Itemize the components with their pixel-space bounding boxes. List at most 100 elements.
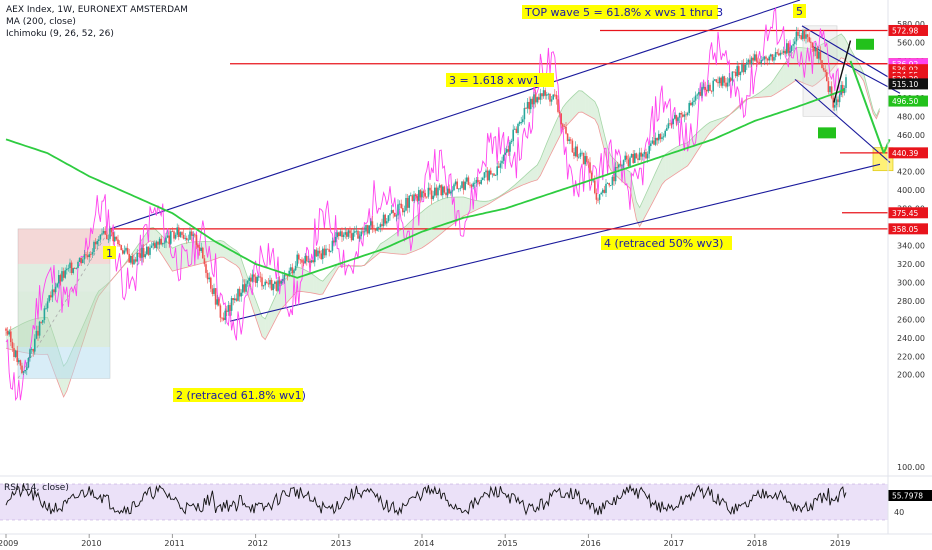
- cloud-segment: [841, 33, 845, 59]
- candle-body: [288, 270, 290, 277]
- candle-body: [216, 299, 218, 305]
- cloud-segment: [598, 108, 602, 138]
- candle-body: [21, 365, 23, 373]
- cloud-segment: [262, 316, 266, 340]
- candle-body: [491, 173, 494, 175]
- candle-body: [645, 152, 647, 159]
- candle-body: [752, 57, 754, 61]
- candle-body: [211, 288, 214, 294]
- svg-text:TOP wave 5 = 61.8% x wvs 1 thr: TOP wave 5 = 61.8% x wvs 1 thru 3: [524, 6, 723, 19]
- candle-body: [680, 112, 682, 115]
- candle-body: [629, 157, 631, 167]
- candle-body: [349, 230, 351, 234]
- candle-body: [323, 248, 326, 256]
- ichimoku-legend: Ichimoku (9, 26, 52, 26): [6, 29, 114, 39]
- candle-body: [616, 166, 618, 168]
- cloud-segment: [783, 60, 787, 89]
- candle-body: [760, 60, 762, 64]
- candle-body: [517, 123, 519, 133]
- candle-body: [571, 140, 574, 153]
- cloud-segment: [514, 182, 518, 189]
- candle-body: [91, 252, 94, 255]
- candle-body: [653, 140, 655, 145]
- candle-body: [363, 231, 366, 233]
- candle-body: [458, 188, 460, 190]
- candle-body: [214, 288, 217, 305]
- channel-lower: [229, 163, 881, 322]
- candle-body: [578, 156, 580, 158]
- cloud-segment: [303, 269, 307, 293]
- candle-body: [747, 59, 750, 63]
- cloud-segment: [226, 244, 230, 262]
- cloud-segment: [76, 333, 80, 363]
- candle-body: [683, 114, 686, 117]
- y-tick-label: 580.00: [897, 20, 925, 29]
- candle-body: [232, 298, 234, 301]
- candle-body: [763, 56, 766, 60]
- cloud-segment: [316, 277, 320, 295]
- pink-series: [5, 7, 842, 402]
- candle-body: [320, 253, 322, 260]
- candle-body: [594, 180, 596, 193]
- cloud-segment: [79, 326, 83, 353]
- y-tick-label: 240.00: [897, 334, 925, 343]
- cloud-segment: [566, 99, 570, 127]
- candle-body: [518, 122, 521, 124]
- candle-body: [598, 194, 601, 200]
- candle-body: [802, 29, 804, 40]
- candle-body: [413, 194, 415, 201]
- candle-body: [96, 241, 98, 245]
- candle-body: [520, 122, 522, 123]
- candle-body: [624, 155, 626, 161]
- candle-body: [474, 182, 476, 184]
- rsi-legend: RSI (14, close): [4, 483, 69, 493]
- candle-body: [701, 87, 703, 96]
- candle-body: [354, 231, 356, 233]
- x-tick-label: 2010: [81, 539, 101, 548]
- cloud-segment: [47, 317, 51, 364]
- candle-body: [565, 126, 567, 134]
- candle-body: [326, 248, 329, 250]
- candle-body: [115, 236, 118, 240]
- x-tick-label: 2016: [580, 539, 600, 548]
- green-tag-bottom: [818, 127, 836, 139]
- candle-body: [229, 305, 231, 311]
- candle-body: [509, 142, 511, 152]
- candle-body: [394, 212, 396, 217]
- candle-body: [715, 79, 718, 82]
- cloud-segment: [242, 263, 246, 289]
- svg-text:2 (retraced 61.8% wv1): 2 (retraced 61.8% wv1): [176, 389, 306, 402]
- candle-body: [613, 176, 615, 182]
- candle-body: [642, 153, 644, 157]
- candle-body: [682, 114, 684, 117]
- candle-body: [32, 348, 34, 352]
- cloud-segment: [562, 103, 566, 131]
- candle-body: [674, 115, 676, 119]
- candle-body: [437, 187, 439, 196]
- trend-channel: [109, 0, 901, 322]
- candle-body: [395, 215, 398, 217]
- y-tick-label: 560.00: [897, 38, 925, 47]
- candle-body: [632, 153, 634, 163]
- candle-body: [152, 243, 154, 246]
- candle-body: [269, 279, 271, 285]
- price-label: 496.50: [892, 97, 918, 106]
- candle-body: [78, 257, 81, 262]
- cloud-segment: [479, 201, 483, 209]
- candle-body: [85, 254, 87, 256]
- candle-body: [781, 52, 783, 54]
- candle-body: [651, 140, 654, 144]
- y-tick-label: 340.00: [897, 242, 925, 251]
- candle-body: [808, 37, 810, 42]
- candle-body: [792, 44, 794, 46]
- cloud-segment: [585, 93, 589, 116]
- candle-body: [469, 184, 471, 186]
- candle-body: [776, 52, 778, 54]
- candle-body: [504, 152, 506, 155]
- candle-body: [283, 274, 286, 280]
- ma-line: [5, 88, 845, 279]
- candle-body: [843, 88, 846, 94]
- candle-body: [342, 234, 345, 237]
- candle-body: [218, 299, 220, 306]
